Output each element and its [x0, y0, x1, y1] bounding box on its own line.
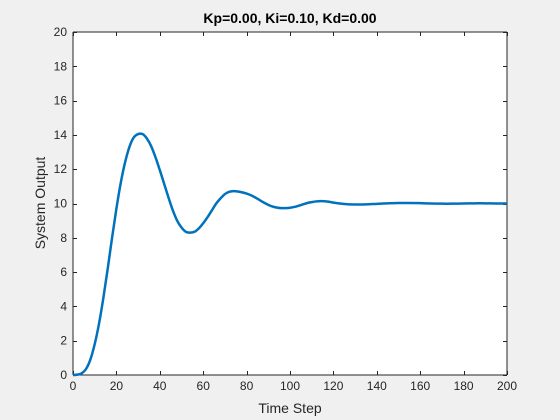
- y-tick-label: 16: [54, 94, 68, 108]
- y-axis-label: System Output: [32, 157, 48, 250]
- x-tick-label: 0: [70, 379, 77, 393]
- x-tick-label: 160: [410, 379, 430, 393]
- x-tick-label: 200: [497, 379, 517, 393]
- x-tick-label: 140: [367, 379, 387, 393]
- y-tick-label: 6: [60, 265, 67, 279]
- x-tick-label: 60: [197, 379, 211, 393]
- y-tick-label: 20: [54, 25, 68, 39]
- tick-labels: 0 20 40 60 80 100 120 140 160 180 200 0 2 4 6 8 10 12 14 16…: [54, 25, 518, 393]
- series-line: [72, 132, 508, 377]
- chart-title: Kp=0.00, Ki=0.10, Kd=0.00: [203, 10, 376, 26]
- x-tick-label: 40: [153, 379, 167, 393]
- x-tick-label: 80: [240, 379, 254, 393]
- y-tick-label: 2: [60, 334, 67, 348]
- x-tick-label: 120: [323, 379, 343, 393]
- y-tick-label: 18: [54, 59, 68, 73]
- x-tick-label: 20: [110, 379, 124, 393]
- y-tick-label: 8: [60, 231, 67, 245]
- y-tick-label: 10: [54, 197, 68, 211]
- y-tick-label: 4: [60, 299, 67, 313]
- y-tick-label: 0: [60, 368, 67, 382]
- y-tick-label: 12: [54, 162, 68, 176]
- axis-ticks: [73, 32, 508, 376]
- x-tick-label: 100: [280, 379, 300, 393]
- y-tick-label: 14: [54, 128, 68, 142]
- x-axis-label: Time Step: [258, 400, 321, 416]
- x-tick-label: 180: [454, 379, 474, 393]
